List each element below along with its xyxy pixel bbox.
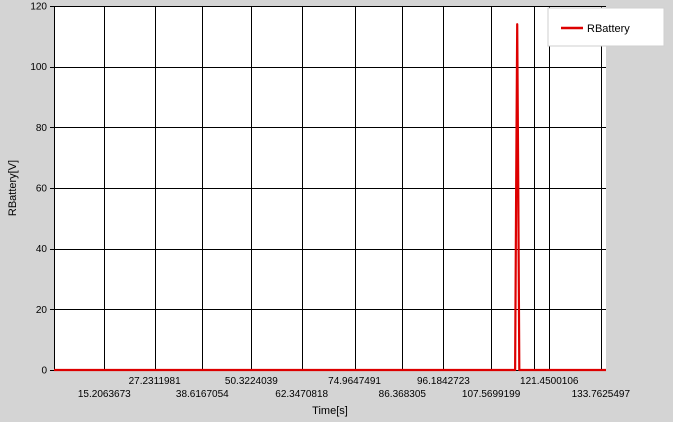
y-tick-labels: 0 20 40 60 80 100 120 xyxy=(30,2,47,377)
x-axis-label: Time[s] xyxy=(312,405,348,417)
x-tick-label: 107.5699199 xyxy=(462,389,521,400)
x-tick-label: 133.7625497 xyxy=(572,389,631,400)
y-tick-label: 120 xyxy=(30,2,47,13)
legend[interactable]: RBattery xyxy=(547,7,665,47)
y-tick-label: 100 xyxy=(30,62,47,73)
y-tick-label: 0 xyxy=(41,366,47,377)
grid xyxy=(54,6,606,371)
x-tick-label: 62.3470818 xyxy=(275,389,328,400)
y-tick-label: 20 xyxy=(36,305,48,316)
series xyxy=(54,23,606,372)
series-line-rbattery xyxy=(54,23,606,372)
x-tick-label: 38.6167054 xyxy=(176,389,229,400)
x-tick-label: 15.2063673 xyxy=(78,389,131,400)
legend-label: RBattery xyxy=(587,23,630,35)
y-tick-label: 80 xyxy=(36,123,48,134)
x-tick-label: 50.3224039 xyxy=(225,376,278,387)
x-tick-label: 86.368305 xyxy=(379,389,427,400)
x-tick-label: 121.4500106 xyxy=(520,376,579,387)
y-tick-label: 60 xyxy=(36,184,48,195)
y-tick-label: 40 xyxy=(36,244,48,255)
x-tick-label: 96.1842723 xyxy=(417,376,470,387)
y-axis-label: RBattery[V] xyxy=(7,160,19,216)
x-tick-label: 27.2311981 xyxy=(129,376,182,387)
x-tick-label: 74.9647491 xyxy=(328,376,381,387)
x-tick-labels: 15.2063673 27.2311981 38.6167054 50.3224039… xyxy=(78,376,631,400)
